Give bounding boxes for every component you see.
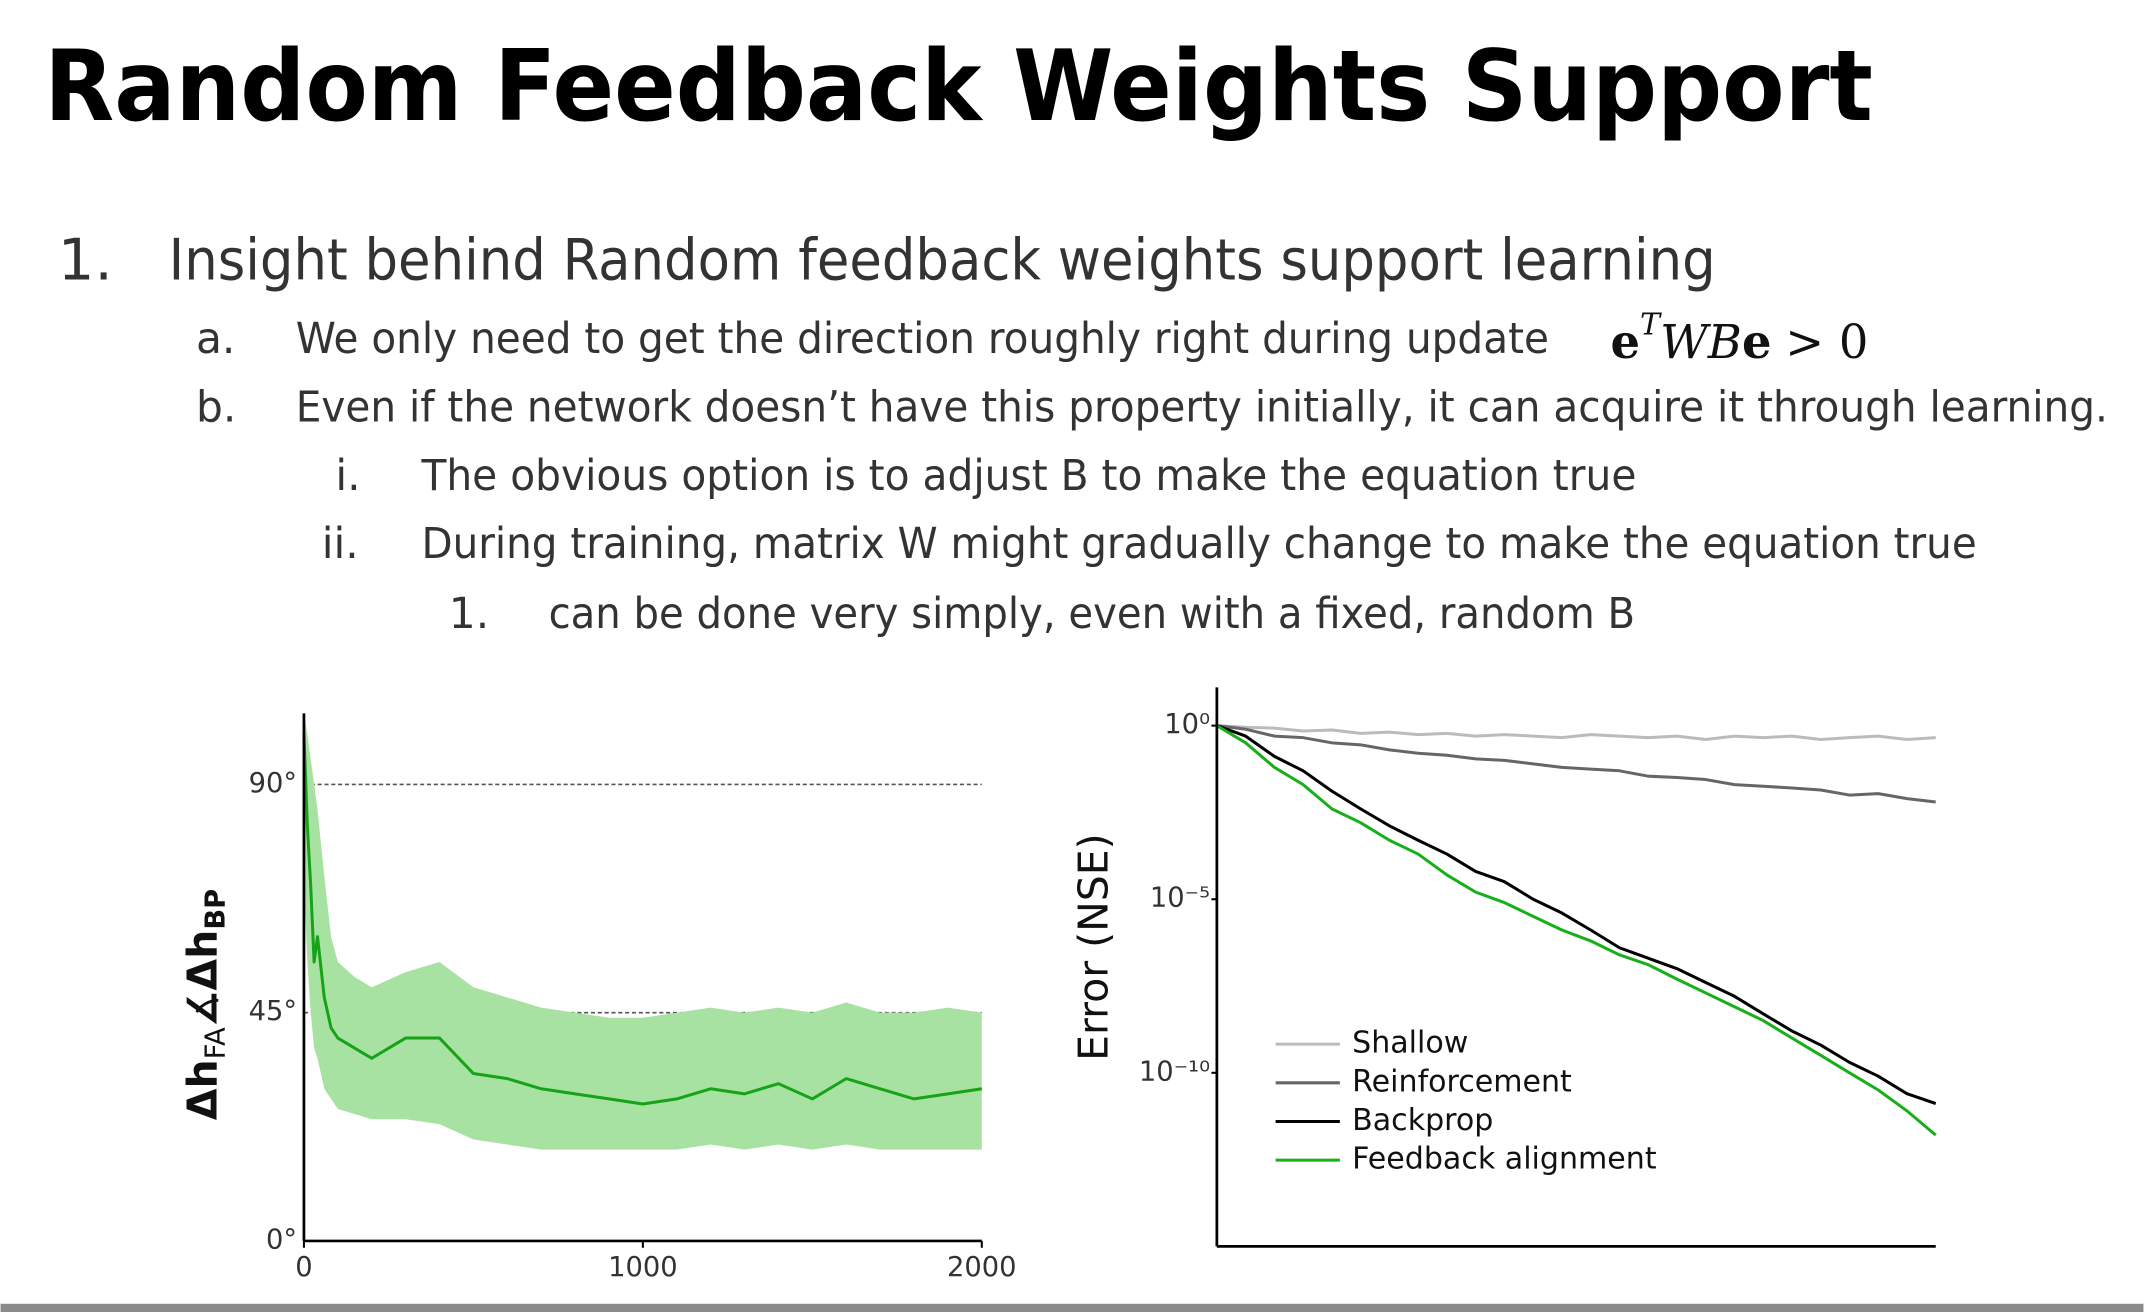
y-tick-label: 45° — [249, 996, 297, 1027]
equation: eTWBe > 0 — [1610, 308, 1868, 369]
series-line — [1216, 724, 1936, 741]
equation-part: e — [1742, 314, 1772, 369]
y-tick-label: 10⁻¹⁰ — [1139, 1056, 1210, 1087]
slide-title: Random Feedback Weights Support — [44, 30, 1873, 144]
equation-part: T — [1640, 308, 1662, 343]
y-axis-label: Error (NSE) — [1070, 833, 1118, 1061]
y-axis-label: ΔhFA∡ΔhBP — [179, 889, 231, 1120]
legend-label: Reinforcement — [1352, 1064, 1572, 1099]
y-axis-label-part: FA — [200, 1027, 231, 1059]
list-text: Insight behind Random feedback weights s… — [169, 226, 1716, 293]
x-tick-label: 2000 — [947, 1252, 1017, 1283]
y-axis-label-part: BP — [200, 889, 231, 930]
list-marker: a. — [196, 314, 235, 363]
y-tick-label: 10⁰ — [1164, 709, 1210, 740]
legend-label: Feedback alignment — [1352, 1142, 1657, 1177]
y-tick-label: 0° — [266, 1224, 297, 1255]
y-tick-label: 90° — [249, 768, 297, 799]
y-axis-label-part: Δh — [179, 1059, 227, 1120]
list-marker: 1. — [58, 226, 113, 293]
list-text: Even if the network doesn’t have this pr… — [296, 383, 2108, 432]
equation-part: e — [1610, 314, 1640, 369]
legend-label: Backprop — [1352, 1103, 1493, 1138]
x-tick-label: 1000 — [608, 1252, 678, 1283]
series-line — [302, 733, 983, 1106]
list-text: The obvious option is to adjust B to mak… — [421, 451, 1637, 500]
series-line — [1216, 724, 1936, 804]
list-marker: b. — [196, 383, 236, 432]
y-axis-label-part: ∡Δh — [179, 930, 227, 1028]
band — [303, 713, 982, 1150]
list-text: can be done very simply, even with a fix… — [549, 589, 1636, 638]
y-tick-label: 10⁻⁵ — [1150, 883, 1210, 914]
equation-part: > 0 — [1785, 315, 1868, 369]
equation-part: WB — [1660, 315, 1742, 369]
legend-label: Shallow — [1352, 1026, 1468, 1061]
list-marker: i. — [335, 451, 360, 500]
series-line — [1216, 724, 1937, 1137]
footer-bar — [0, 1303, 2144, 1312]
list-text: We only need to get the direction roughl… — [296, 314, 1549, 363]
list-marker: ii. — [322, 519, 359, 568]
list-text: During training, matrix W might graduall… — [421, 519, 1976, 568]
x-tick-label: 0 — [295, 1252, 312, 1283]
list-marker: 1. — [449, 589, 489, 638]
series-line — [1216, 724, 1937, 1105]
